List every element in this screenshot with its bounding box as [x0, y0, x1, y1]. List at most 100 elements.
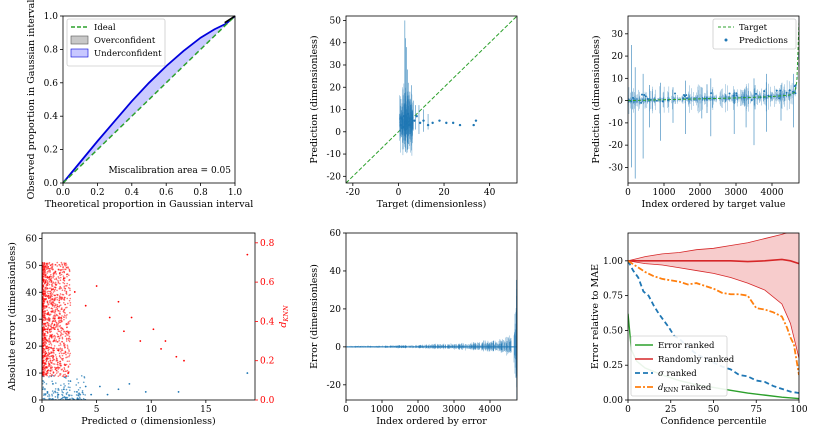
dknn-point [54, 281, 57, 284]
dknn-point [62, 277, 65, 280]
dknn-point [44, 362, 46, 365]
parity-point [405, 119, 409, 122]
dknn-point [63, 270, 65, 273]
target-prediction-point [778, 97, 781, 100]
dknn-point [61, 347, 63, 350]
dknn-point [53, 286, 56, 289]
dknn-point [51, 354, 54, 357]
dknn-point [54, 374, 57, 376]
dknn-point [47, 317, 50, 320]
dknn-point [65, 332, 68, 335]
target-prediction-point [735, 92, 738, 95]
dknn-point [43, 262, 46, 264]
target-prediction-point [710, 92, 713, 95]
target-prediction-point [793, 85, 796, 88]
parity-point [418, 121, 422, 125]
dknn-point [63, 282, 66, 285]
dknn-point [53, 349, 55, 352]
dknn-point [49, 296, 52, 298]
dknn-point [48, 261, 51, 264]
dknn-point [43, 314, 46, 316]
dknn-point [43, 332, 45, 335]
parity-ytick-label: -10 [327, 150, 342, 160]
legend-label: σ ranked [658, 369, 697, 379]
dknn-point [66, 297, 69, 300]
dknn-point [45, 359, 48, 361]
dknn-point [50, 366, 52, 369]
error-point [65, 393, 68, 396]
dknn-point [44, 307, 47, 309]
random-band [628, 233, 799, 359]
error-point [61, 391, 64, 393]
error-point [144, 391, 147, 393]
dknn-point [69, 304, 72, 306]
dknn-point [50, 303, 52, 305]
error-point [48, 393, 50, 396]
dknn-point [46, 291, 48, 293]
target-prediction-point [661, 100, 664, 103]
dknn-point [43, 336, 46, 338]
dknn-point [65, 291, 68, 293]
dknn-point [160, 348, 162, 350]
dknn-point [59, 310, 61, 312]
dknn-point [62, 275, 65, 277]
error-point [65, 396, 68, 399]
dknn-point [62, 357, 65, 360]
dknn-point [58, 316, 61, 318]
dknn-point [59, 287, 61, 290]
dknn-point [67, 366, 70, 368]
error-point [52, 392, 55, 394]
ordered-error-xtick-label: 4000 [479, 405, 502, 415]
dknn-point [63, 262, 65, 264]
dknn-point [69, 363, 71, 365]
dknn-point [50, 268, 53, 270]
error-point [64, 398, 67, 400]
error-point [73, 390, 76, 393]
ordered-target-xtick-label: 4000 [761, 188, 784, 198]
dknn-point [56, 307, 59, 310]
dknn-point [50, 307, 52, 310]
dknn-point [68, 340, 71, 343]
calibration-ytick-label: 0.8 [44, 45, 59, 55]
parity-point [406, 112, 410, 116]
dknn-point [64, 303, 67, 306]
parity-point [400, 117, 404, 120]
dknn-point [65, 340, 68, 342]
dknn-point [59, 347, 62, 349]
legend-overconfident-swatch [70, 35, 89, 45]
dknn-point [45, 355, 47, 358]
dknn-point [48, 297, 50, 299]
dknn-point [56, 347, 58, 350]
dknn-point [42, 372, 45, 374]
dknn-point [44, 353, 47, 356]
dknn-point [64, 351, 67, 353]
calibration-frame [62, 15, 236, 184]
dknn-point [49, 278, 52, 281]
dknn-point [66, 330, 69, 332]
dknn-point [50, 301, 53, 304]
dknn-point [47, 295, 49, 297]
dknn-point [59, 342, 62, 345]
dknn-point [45, 274, 47, 277]
dknn-point [66, 356, 69, 358]
calibration-xtick-label: 0.0 [56, 188, 71, 198]
dknn-point [64, 344, 66, 346]
dknn-point [54, 309, 56, 312]
right-ylabel-sub: KNN [282, 305, 290, 323]
dknn-point [51, 359, 54, 362]
dknn-point [63, 296, 66, 299]
dknn-point [45, 341, 47, 344]
dknn-point [42, 284, 44, 287]
error-vs-sigma-plot-area [42, 253, 249, 400]
dknn-point [55, 372, 58, 374]
error-point [83, 375, 86, 378]
error-point [43, 381, 46, 384]
parity-ytick-label: -20 [327, 172, 342, 182]
ranking-ytick-label: 1.00 [603, 257, 623, 267]
error-point [69, 398, 71, 400]
dknn-point [63, 285, 66, 288]
calibration-ytick-label: 1.0 [44, 12, 59, 22]
dknn-point [54, 368, 57, 370]
